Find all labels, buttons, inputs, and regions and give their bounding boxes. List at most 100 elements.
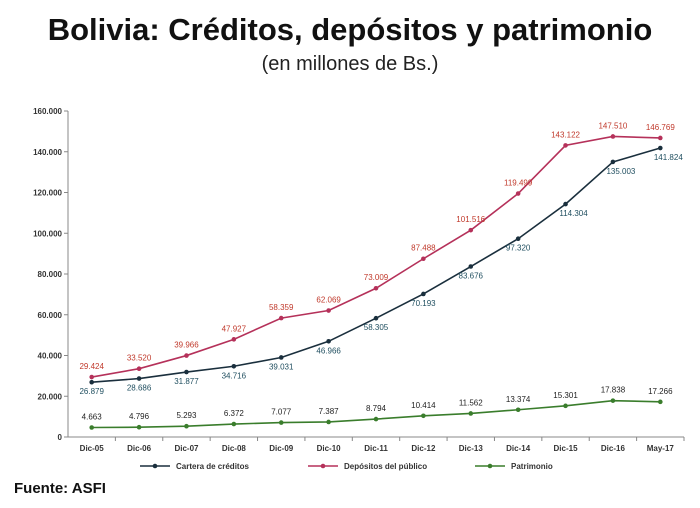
data-label: 87.488 [411,244,436,253]
data-label: 17.838 [601,386,626,395]
data-point [136,424,142,430]
y-tick-label: 20.000 [38,392,63,401]
data-label: 17.266 [648,387,673,396]
data-label: 143.122 [551,130,580,139]
data-label: 147.510 [598,121,627,130]
data-label: 15.301 [553,391,578,400]
data-point [610,134,616,139]
line-chart: 0 20.000 40.000 60.000 80.000 100.000 120.000 1… [33,107,685,471]
data-label: 29.424 [79,362,104,371]
data-label: 8.794 [366,404,387,413]
legend-marker [320,463,326,469]
y-tick-label: 140.000 [33,148,62,157]
chart-subtitle: (en millones de Bs.) [261,53,439,75]
data-point [563,201,568,207]
data-point [421,256,426,262]
data-label: 7.077 [271,408,292,417]
x-tick-label: Dic-11 [364,444,388,453]
y-tick-label: 0 [58,433,63,442]
data-point [136,366,142,372]
data-label: 7.387 [319,407,340,416]
y-tick-label: 160.000 [33,107,62,116]
data-point [89,374,94,380]
data-point [658,135,663,141]
data-point [515,191,521,196]
x-tick-label: Dic-09 [269,444,294,453]
data-point [231,421,237,427]
x-tick-label: Dic-13 [459,444,484,453]
data-point [184,353,189,358]
chart-data-labels: 26.879 28.686 31.877 34.716 39.031 46.966 58.3… [79,121,683,421]
data-label: 33.520 [127,354,152,363]
data-point [468,227,474,233]
x-tick-label: Dic-08 [222,444,247,453]
data-point [278,315,284,321]
data-label: 4.663 [82,412,103,421]
x-tick-label: Dic-05 [80,444,105,453]
data-point [373,416,379,422]
legend-marker [152,463,158,469]
data-label: 26.879 [79,387,104,396]
data-point [658,399,663,405]
data-label: 119.499 [504,179,533,188]
data-point [515,236,521,242]
data-point [278,355,284,360]
data-label: 11.562 [459,398,483,407]
legend-label: Cartera de créditos [176,462,249,471]
y-tick-label: 60.000 [38,311,63,320]
data-point [89,379,94,385]
data-point [468,411,474,416]
data-point [278,420,284,425]
legend-label: Depósitos del público [344,462,427,471]
data-label: 70.193 [411,299,436,308]
x-tick-label: Dic-07 [174,444,199,453]
data-point [231,363,237,369]
data-point [563,403,568,409]
chart-axes: 0 20.000 40.000 60.000 80.000 100.000 120.000 1… [33,107,685,453]
data-label: 39.966 [174,341,199,350]
data-label: 62.069 [316,296,341,305]
data-label: 47.927 [222,324,247,333]
chart-lines [89,134,663,430]
data-point [231,337,237,342]
legend-label: Patrimonio [511,462,553,471]
data-point [184,423,189,429]
data-label: 5.293 [176,411,197,420]
x-tick-label: Dic-15 [554,444,579,453]
x-tick-label: Dic-16 [601,444,626,453]
chart-legend: Cartera de créditos Depósitos del público… [140,462,553,471]
data-point [373,315,379,321]
data-label: 46.966 [316,346,341,355]
y-tick-label: 80.000 [38,270,63,279]
data-label: 31.877 [174,377,199,386]
data-label: 10.414 [411,401,436,410]
y-tick-label: 120.000 [33,189,62,198]
data-label: 141.824 [654,153,683,162]
data-point [136,376,142,381]
data-point [563,143,568,148]
data-label: 83.676 [459,272,484,281]
x-tick-label: Dic-12 [411,444,436,453]
data-label: 73.009 [364,273,389,282]
data-point [89,425,94,430]
data-label: 28.686 [127,384,152,393]
source-note: Fuente: ASFI [14,480,106,497]
chart-title: Bolivia: Créditos, depósitos y patrimoni… [47,12,653,47]
data-point [421,413,426,419]
data-label: 34.716 [222,371,247,380]
data-point [421,291,426,297]
data-label: 58.359 [269,303,294,312]
data-point [468,264,474,269]
y-tick-label: 100.000 [33,229,62,238]
data-point [326,419,331,425]
data-point [610,159,616,165]
data-label: 4.796 [129,412,150,421]
data-label: 6.372 [224,409,245,418]
data-label: 97.320 [506,244,531,253]
x-tick-label: Dic-14 [506,444,531,453]
data-label: 135.003 [606,167,635,176]
x-tick-label: May-17 [647,444,675,453]
data-label: 101.516 [456,215,485,224]
data-label: 13.374 [506,395,531,404]
data-label: 58.305 [364,323,389,332]
